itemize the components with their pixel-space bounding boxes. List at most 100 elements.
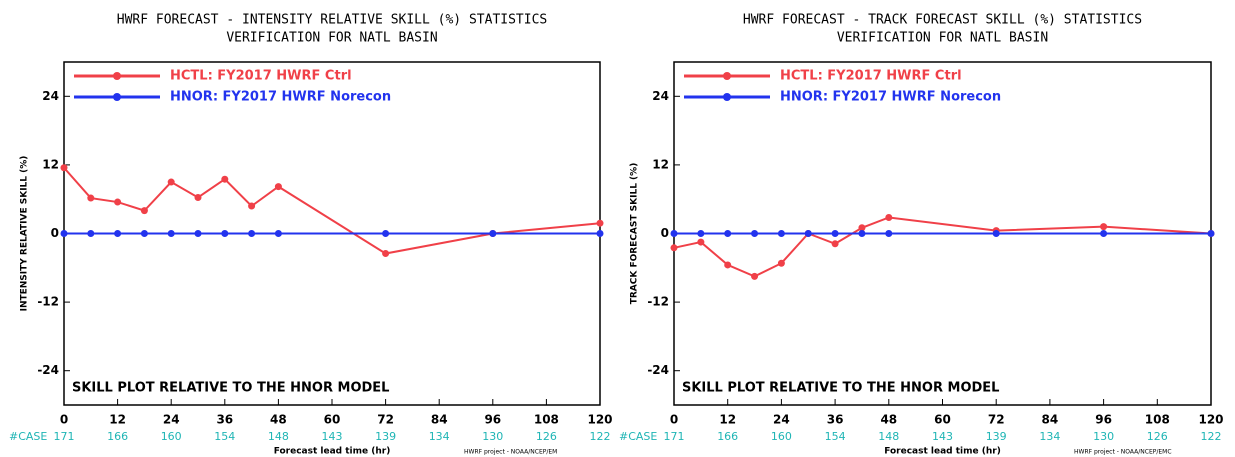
point <box>777 259 785 267</box>
point <box>670 230 678 237</box>
series-line <box>63 167 601 255</box>
x-tick-label: 108 <box>534 413 559 427</box>
y-tick-label: -24 <box>647 363 669 377</box>
case-count: 143 <box>322 430 343 443</box>
x-tick-label: 60 <box>324 413 341 427</box>
x-tick-label: 120 <box>1198 413 1223 427</box>
point <box>489 230 497 237</box>
point <box>140 230 148 237</box>
case-count: 154 <box>825 430 846 443</box>
point <box>382 230 390 237</box>
x-tick-label: 120 <box>587 413 612 427</box>
chart-subtitle: VERIFICATION FOR NATL BASIN <box>226 31 437 46</box>
y-tick-label: -12 <box>647 295 669 309</box>
annotation: SKILL PLOT RELATIVE TO THE HNOR MODEL <box>72 381 389 396</box>
x-tick-label: 12 <box>109 413 126 427</box>
y-tick-label: 12 <box>652 157 669 171</box>
point <box>87 230 95 237</box>
case-count: 160 <box>161 430 182 443</box>
case-count: 148 <box>878 430 899 443</box>
point <box>831 240 839 248</box>
point <box>1100 230 1108 237</box>
x-tick-label: 96 <box>484 413 501 427</box>
chart: HWRF FORECAST - TRACK FORECAST SKILL (%)… <box>619 13 1224 457</box>
y-tick-label: -24 <box>37 363 59 377</box>
x-axis-label: Forecast lead time (hr) <box>884 447 1001 457</box>
y-tick-label: 0 <box>51 226 59 240</box>
series-line <box>673 216 1212 278</box>
point <box>87 194 95 202</box>
case-label: #CASE <box>619 430 657 443</box>
case-label: #CASE <box>9 430 47 443</box>
case-count: 134 <box>429 430 450 443</box>
point <box>751 272 759 280</box>
case-count: 134 <box>1039 430 1060 443</box>
chart-title: HWRF FORECAST - INTENSITY RELATIVE SKILL… <box>117 13 547 28</box>
point <box>221 230 229 237</box>
point <box>885 230 893 237</box>
x-tick-label: 84 <box>431 413 448 427</box>
point <box>194 193 202 201</box>
case-count: 130 <box>482 430 503 443</box>
case-count: 171 <box>664 430 685 443</box>
point <box>114 198 122 206</box>
legend-label: HNOR: FY2017 HWRF Norecon <box>780 90 1001 105</box>
x-tick-label: 24 <box>773 413 790 427</box>
legend-label: HCTL: FY2017 HWRF Ctrl <box>170 69 352 84</box>
y-axis-label: INTENSITY RELATIVE SKILL (%) <box>20 156 30 312</box>
y-tick-label: 12 <box>42 157 59 171</box>
point <box>858 224 866 232</box>
y-tick-label: 24 <box>652 89 669 103</box>
y-tick-label: -12 <box>37 295 59 309</box>
x-tick-label: 60 <box>934 413 951 427</box>
point <box>60 164 68 172</box>
legend-marker <box>113 72 121 80</box>
point <box>248 230 256 237</box>
y-tick-label: 0 <box>661 226 669 240</box>
x-tick-label: 0 <box>60 413 68 427</box>
point <box>194 230 202 237</box>
point <box>274 183 282 191</box>
credit: HWRF project - NOAA/NCEP/EMC <box>1074 449 1172 456</box>
legend-marker <box>723 72 731 80</box>
point <box>804 230 812 237</box>
point <box>992 230 1000 237</box>
case-count: 126 <box>1147 430 1168 443</box>
chart-subtitle: VERIFICATION FOR NATL BASIN <box>837 31 1048 46</box>
chart-title: HWRF FORECAST - TRACK FORECAST SKILL (%)… <box>743 13 1142 28</box>
point <box>596 230 604 237</box>
legend-label: HNOR: FY2017 HWRF Norecon <box>170 90 391 105</box>
y-axis-label: TRACK FORECAST SKILL (%) <box>630 163 640 305</box>
x-tick-label: 48 <box>270 413 287 427</box>
point <box>697 238 705 246</box>
point <box>1207 230 1215 237</box>
legend-label: HCTL: FY2017 HWRF Ctrl <box>780 69 962 84</box>
x-tick-label: 72 <box>377 413 394 427</box>
case-count: 166 <box>107 430 128 443</box>
chart: HWRF FORECAST - INTENSITY RELATIVE SKILL… <box>9 13 613 457</box>
point <box>858 230 866 237</box>
x-tick-label: 48 <box>880 413 897 427</box>
point <box>724 230 732 237</box>
point <box>1100 223 1108 231</box>
point <box>248 202 256 210</box>
case-count: 148 <box>268 430 289 443</box>
case-count: 139 <box>986 430 1007 443</box>
x-tick-label: 84 <box>1042 413 1059 427</box>
point <box>670 244 678 252</box>
case-count: 130 <box>1093 430 1114 443</box>
case-count: 122 <box>1201 430 1222 443</box>
point <box>777 230 785 237</box>
point <box>274 230 282 237</box>
point <box>140 207 148 215</box>
case-count: 122 <box>590 430 611 443</box>
x-tick-label: 96 <box>1095 413 1112 427</box>
point <box>114 230 122 237</box>
x-axis-label: Forecast lead time (hr) <box>274 447 391 457</box>
legend-marker <box>113 93 121 101</box>
point <box>167 178 175 186</box>
x-tick-label: 12 <box>719 413 736 427</box>
credit: HWRF project - NOAA/NCEP/EM <box>464 449 557 456</box>
legend-marker <box>723 93 731 101</box>
